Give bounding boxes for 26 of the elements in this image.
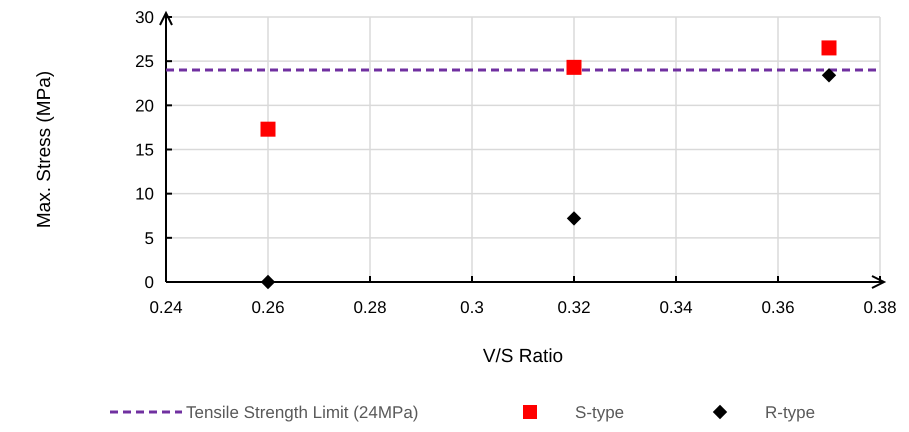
legend-label: S-type — [575, 403, 624, 422]
y-tick-label: 10 — [135, 184, 154, 204]
x-axis-title: V/S Ratio — [482, 346, 564, 367]
point — [822, 40, 836, 56]
x-tick-label: 0.34 — [659, 298, 693, 317]
point — [566, 211, 582, 226]
y-tick-label: 15 — [135, 140, 154, 160]
y-axis-title: Max. Stress (MPa) — [34, 70, 55, 228]
legend-label: Tensile Strength Limit (24MPa) — [186, 403, 418, 422]
y-tick-label: 20 — [135, 96, 154, 116]
point — [260, 122, 276, 137]
legend-label: R-type — [765, 403, 816, 422]
x-tick-label: 0.28 — [353, 298, 387, 317]
x-tick-label: 0.36 — [761, 298, 795, 317]
point — [822, 68, 836, 82]
x-tick-label: 0.24 — [149, 298, 183, 317]
point — [566, 60, 582, 75]
x-tick-label: 0.32 — [557, 298, 591, 317]
x-tick-label: 0.26 — [251, 298, 285, 317]
x-tick-label: 0.3 — [460, 298, 484, 317]
y-tick-label: 30 — [135, 8, 154, 27]
x-tick-label: 0.38 — [863, 298, 897, 317]
y-tick-label: 25 — [135, 52, 154, 72]
point — [260, 274, 276, 290]
y-tick-label: 5 — [144, 228, 154, 248]
y-tick-label: 0 — [144, 273, 154, 292]
